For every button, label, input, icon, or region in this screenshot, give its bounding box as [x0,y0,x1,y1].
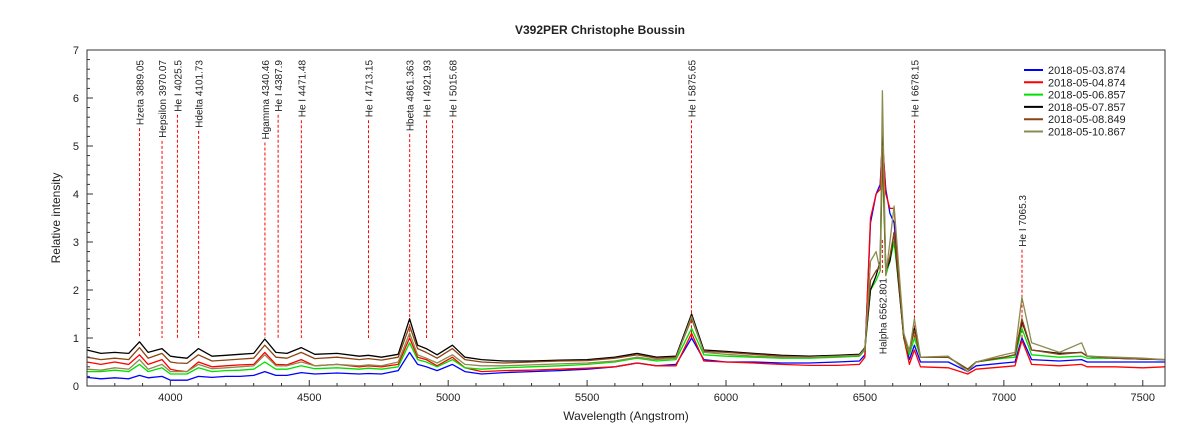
y-tick-label: 0 [73,381,79,393]
x-tick-label: 7000 [992,392,1016,404]
marker-label: He I 5015.68 [449,60,460,118]
marker-label: He I 4921.93 [422,60,433,118]
legend: 2018-05-03.8742018-05-04.8742018-05-06.8… [1024,65,1126,139]
marker-label: Hdelta 4101.73 [195,60,206,128]
marker-label: Hzeta 3889.05 [136,60,147,125]
legend-label: 2018-05-06.857 [1048,90,1126,102]
y-tick-label: 4 [73,189,79,201]
x-tick-label: 6000 [714,392,738,404]
x-tick-label: 4000 [158,392,182,404]
series-line-2018-05-04.874 [86,135,1166,375]
legend-label: 2018-05-08.849 [1048,114,1126,126]
x-tick-label: 4500 [297,392,321,404]
marker-label: He I 4025.5 [173,60,184,112]
legend-label: 2018-05-10.867 [1048,127,1126,139]
y-axis-label: Relative intensity [49,173,63,264]
y-tick-label: 6 [73,93,79,105]
series-line-2018-05-10.867 [86,90,1166,373]
series-group [86,90,1166,381]
legend-label: 2018-05-07.857 [1048,102,1126,114]
chart-title: V392PER Christophe Boussin [515,23,685,37]
x-tick-label: 7500 [1131,392,1155,404]
series-line-2018-05-06.857 [87,154,1166,375]
y-tick-label: 7 [73,45,79,57]
y-tick-label: 2 [73,285,79,297]
marker-label: He I 4713.15 [364,60,375,118]
marker-label: Hbeta 4861.363 [406,60,417,132]
x-tick-label: 5000 [436,392,460,404]
legend-label: 2018-05-04.874 [1048,77,1126,89]
y-tick-label: 1 [73,333,79,345]
y-tick-label: 3 [73,237,79,249]
marker-label: Halpha 6562.801 [878,278,889,355]
series-line-2018-05-03.874 [86,140,1165,381]
marker-label: He I 4387.9 [274,60,285,112]
series-line-2018-05-08.849 [86,145,1166,370]
series-line-2018-05-07.857 [86,130,1166,370]
axes: 4000 4500 5000 5500 6000 6500 7000 7500 0 1 2 3 4 5 6 7 [73,45,1155,404]
line-markers: Hzeta 3889.05 Hepsilon 3970.07 He I 4025.5… [136,60,1029,355]
legend-label: 2018-05-03.874 [1048,65,1126,77]
x-tick-label: 6500 [853,392,877,404]
y-tick-label: 5 [73,141,79,153]
plot-frame [86,49,1166,387]
x-axis-label: Wavelength (Angstrom) [563,409,689,423]
marker-label: Hepsilon 3970.07 [158,60,169,138]
marker-label: He I 6678.15 [910,60,921,118]
marker-label: Hgamma 4340.46 [261,60,272,140]
x-tick-label: 5500 [575,392,599,404]
marker-label: He I 5875.65 [687,60,698,118]
marker-label: He I 7065.3 [1018,195,1029,247]
marker-label: He I 4471.48 [297,60,308,118]
